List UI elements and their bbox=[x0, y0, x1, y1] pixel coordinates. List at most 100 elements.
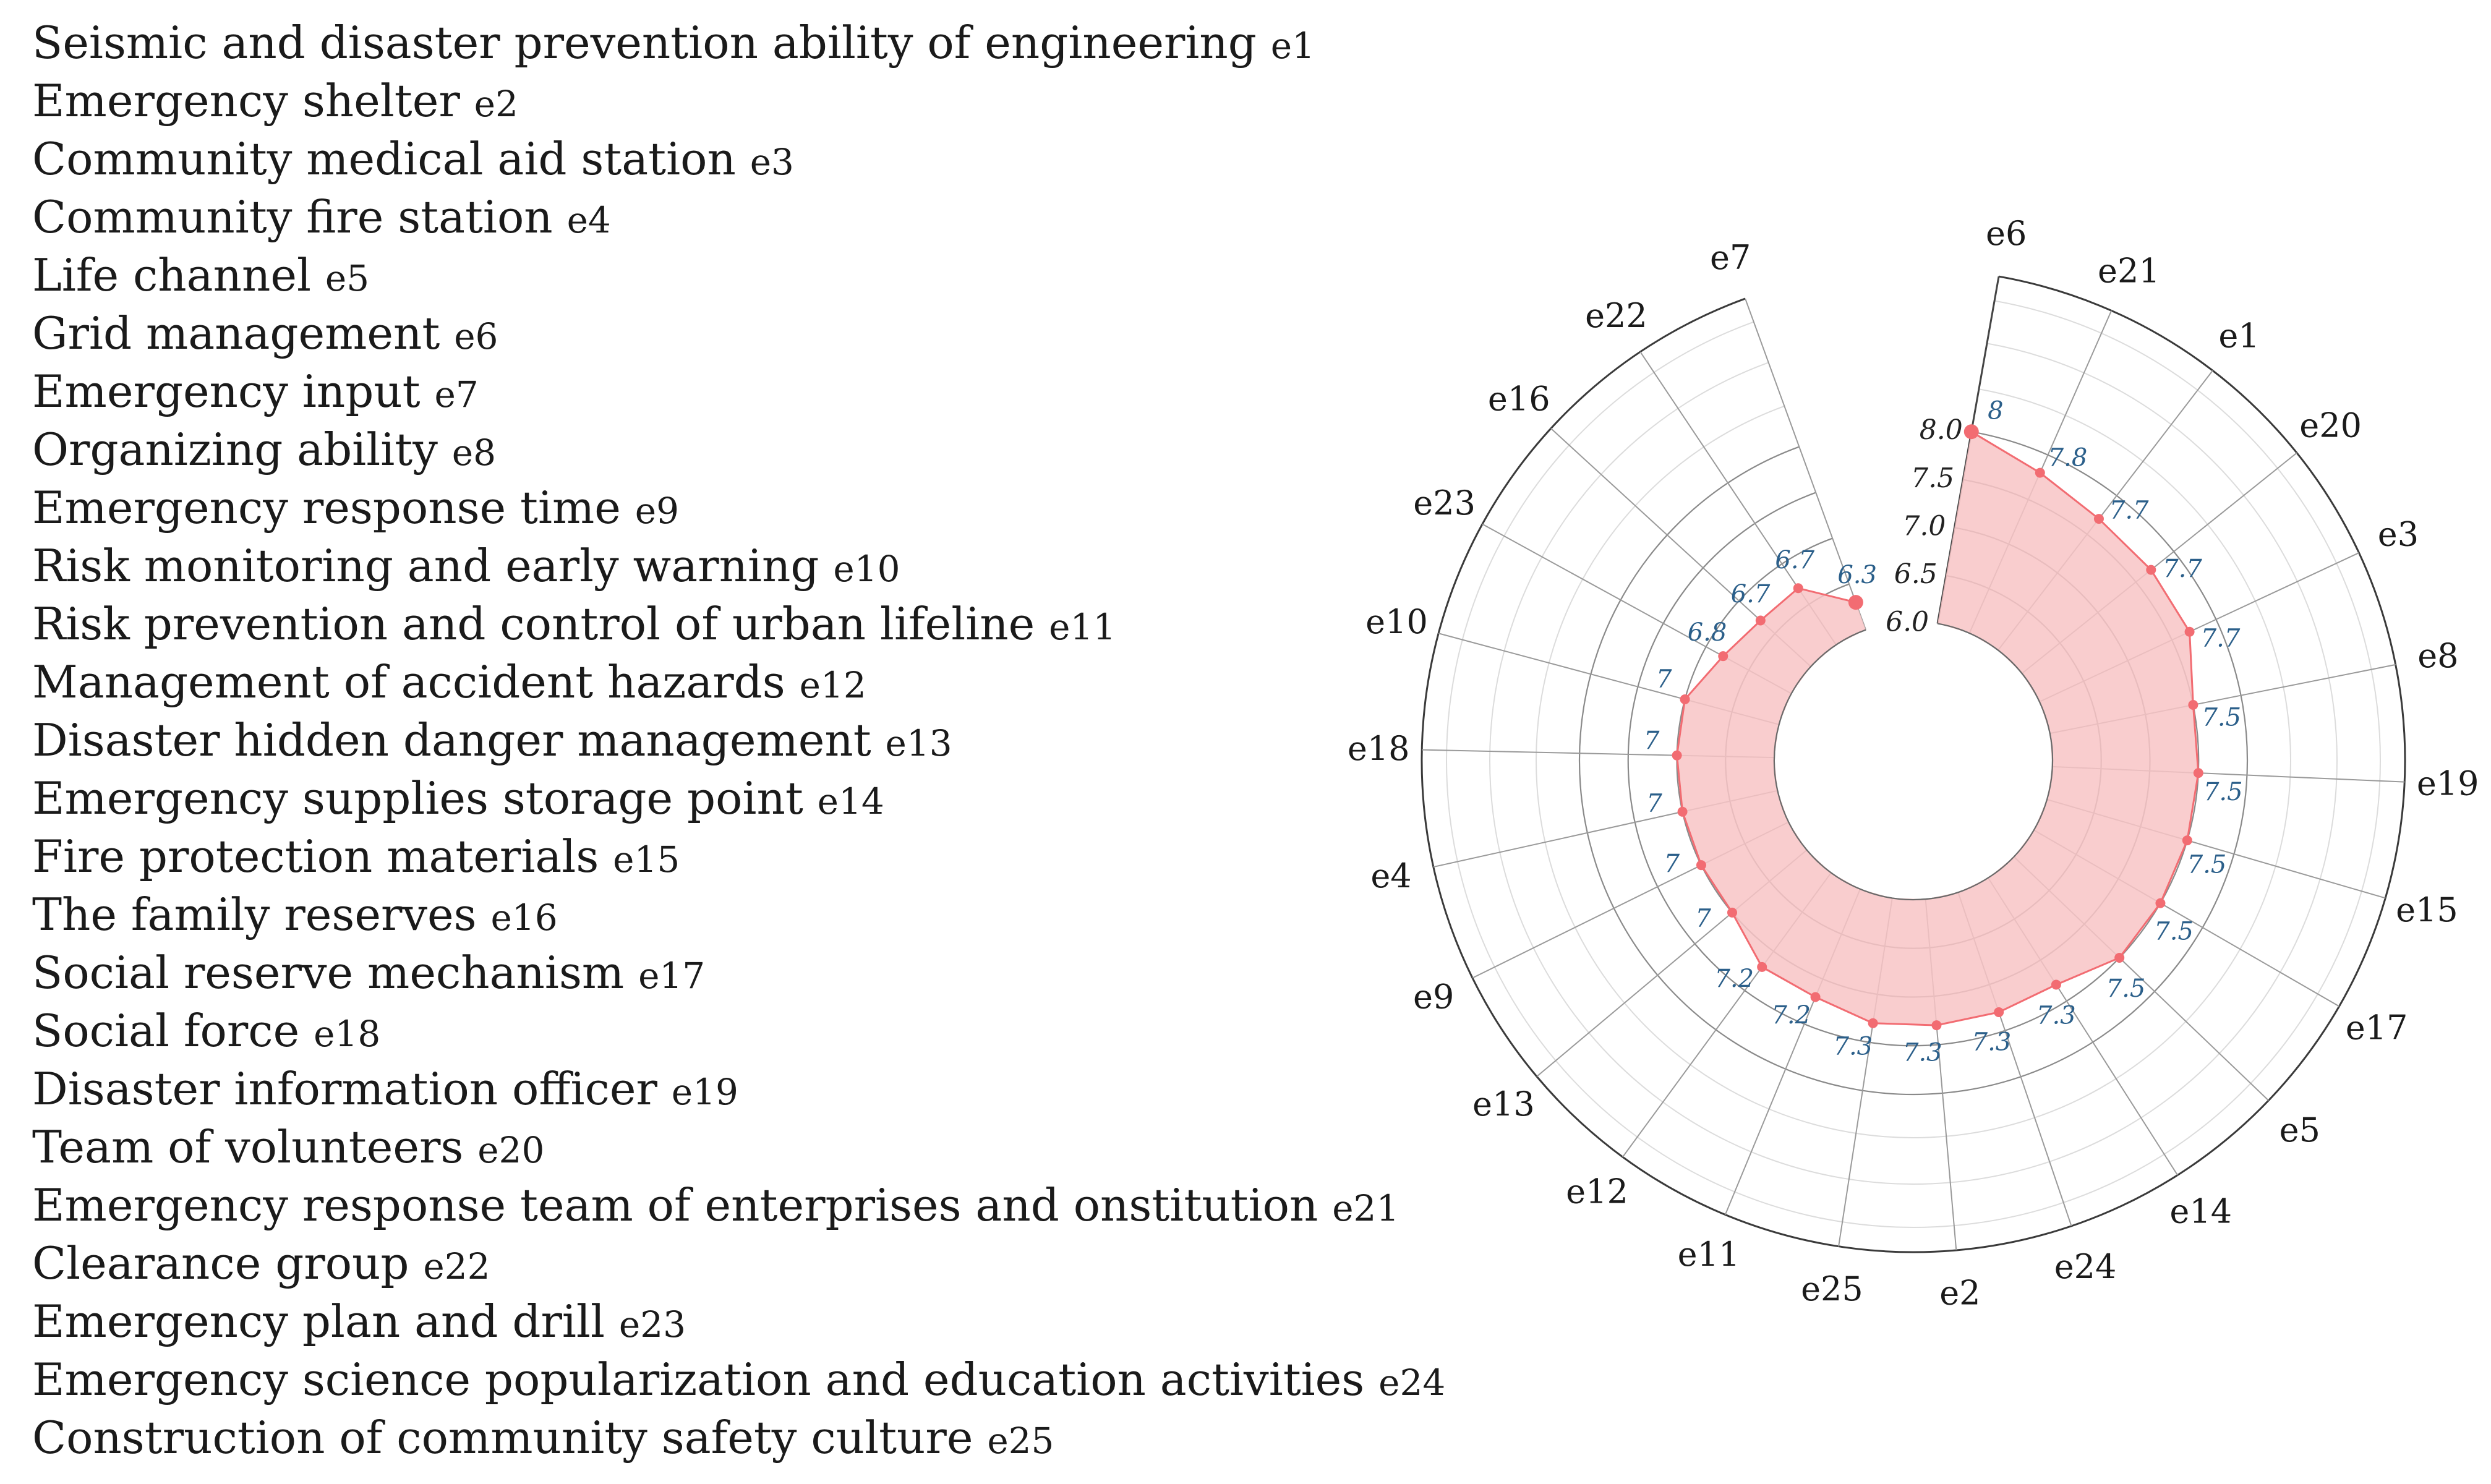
radial-tick-label: 8.0 bbox=[1920, 414, 1963, 446]
legend-item-code: e16 bbox=[490, 897, 558, 939]
legend-item-text: Community fire station bbox=[32, 191, 553, 243]
value-label: 7.7 bbox=[2163, 555, 2202, 583]
value-label: 7.2 bbox=[1771, 1001, 1811, 1030]
value-label: 7.3 bbox=[1834, 1033, 1873, 1061]
data-point bbox=[1793, 583, 1803, 594]
legend-item: Emergency input e7 bbox=[32, 362, 1445, 420]
value-label: 6.8 bbox=[1688, 618, 1727, 647]
legend-item-code: e2 bbox=[474, 83, 518, 125]
legend-item: Disaster information officer e19 bbox=[32, 1060, 1445, 1118]
value-label: 7 bbox=[1664, 850, 1680, 878]
value-label: 6.7 bbox=[1775, 546, 1814, 574]
category-label: e17 bbox=[2346, 1009, 2408, 1047]
legend-item-code: e20 bbox=[477, 1129, 545, 1171]
data-point bbox=[2184, 626, 2195, 637]
data-point bbox=[2193, 768, 2203, 778]
legend-item: Emergency response time e9 bbox=[32, 479, 1445, 537]
value-label: 7.5 bbox=[2202, 704, 2241, 732]
legend-item-text: Emergency supplies storage point bbox=[32, 772, 803, 824]
category-label: e21 bbox=[2098, 251, 2160, 290]
legend-item-text: Risk monitoring and early warning bbox=[32, 540, 819, 592]
category-label: e7 bbox=[1710, 238, 1751, 277]
value-label: 7.5 bbox=[2106, 974, 2146, 1003]
legend-item-code: e6 bbox=[454, 315, 498, 357]
data-point bbox=[1672, 750, 1682, 761]
legend-item: Risk prevention and control of urban lif… bbox=[32, 595, 1445, 653]
legend-item-code: e18 bbox=[314, 1013, 381, 1055]
data-point bbox=[1755, 615, 1766, 626]
data-point bbox=[2093, 514, 2104, 524]
category-label: e15 bbox=[2396, 890, 2458, 929]
legend-item-code: e9 bbox=[634, 490, 680, 532]
value-label: 7.7 bbox=[2109, 497, 2149, 525]
legend-item-text: Social force bbox=[32, 1005, 300, 1057]
legend-item: Life channel e5 bbox=[32, 246, 1445, 304]
data-point bbox=[1727, 907, 1737, 918]
value-label: 7 bbox=[1695, 904, 1711, 932]
data-point bbox=[1718, 651, 1728, 662]
category-label: e10 bbox=[1365, 602, 1428, 641]
legend-item: Emergency science popularization and edu… bbox=[32, 1350, 1445, 1409]
legend-item: Disaster hidden danger management e13 bbox=[32, 711, 1445, 769]
legend-item-code: e3 bbox=[750, 141, 794, 183]
legend-item: The family reserves e16 bbox=[32, 885, 1445, 944]
data-point bbox=[2051, 979, 2061, 990]
data-point bbox=[2182, 835, 2192, 846]
category-label: e4 bbox=[1370, 856, 1411, 895]
legend-item-code: e7 bbox=[434, 373, 479, 416]
legend-item: Management of accident hazards e12 bbox=[32, 653, 1445, 711]
legend-item-text: Organizing ability bbox=[32, 424, 438, 475]
legend-item-code: e15 bbox=[613, 838, 680, 881]
legend-item: Emergency supplies storage point e14 bbox=[32, 769, 1445, 827]
legend-item-code: e11 bbox=[1049, 606, 1116, 648]
value-label: 7.5 bbox=[2154, 918, 2194, 946]
data-point bbox=[2035, 467, 2045, 478]
category-label: e8 bbox=[2417, 636, 2458, 675]
radial-tick-label: 7.0 bbox=[1902, 510, 1946, 542]
data-point bbox=[1963, 424, 1979, 440]
legend-item-text: Clearance group bbox=[32, 1237, 409, 1289]
legend-item-code: e17 bbox=[638, 955, 706, 997]
category-label: e6 bbox=[1986, 214, 2027, 253]
value-label: 7.3 bbox=[2036, 1001, 2076, 1030]
radial-tick-label: 6.0 bbox=[1886, 606, 1929, 638]
legend-item-code: e14 bbox=[817, 780, 884, 822]
legend-item-text: Life channel bbox=[32, 249, 311, 301]
category-label: e13 bbox=[1472, 1085, 1535, 1124]
legend-item: Emergency shelter e2 bbox=[32, 72, 1445, 130]
category-label: e20 bbox=[2299, 406, 2362, 445]
category-label: e22 bbox=[1585, 296, 1647, 335]
data-point bbox=[2114, 952, 2125, 963]
legend-item-code: e1 bbox=[1270, 25, 1315, 67]
legend-item: Organizing ability e8 bbox=[32, 420, 1445, 479]
legend-item-code: e13 bbox=[885, 722, 952, 764]
category-label: e2 bbox=[1939, 1274, 1980, 1313]
data-point bbox=[2188, 700, 2198, 710]
radar-chart-svg: 8 7.8 7.7 7.7 7.7 7.5 7.5 7.5 7.5 7.5 7.3 7.3 7.3 7.3… bbox=[1348, 214, 2479, 1313]
category-label: e12 bbox=[1566, 1172, 1628, 1211]
legend-item-text: Emergency shelter bbox=[32, 75, 460, 127]
radial-tick-label: 7.5 bbox=[1911, 463, 1954, 494]
legend-item-text: Construction of community safety culture bbox=[32, 1412, 973, 1464]
category-label: e14 bbox=[2169, 1192, 2232, 1231]
legend-item-text: Disaster information officer bbox=[32, 1063, 657, 1115]
value-label: 7.3 bbox=[1903, 1039, 1942, 1067]
data-point bbox=[1868, 1018, 1878, 1028]
inner-ring bbox=[1773, 623, 2054, 901]
value-label: 6.7 bbox=[1731, 580, 1771, 608]
legend-item-code: e25 bbox=[987, 1420, 1054, 1462]
legend-item-code: e4 bbox=[566, 199, 611, 241]
legend-item-text: Disaster hidden danger management bbox=[32, 714, 871, 766]
legend-item-text: Emergency response team of enterprises a… bbox=[32, 1179, 1318, 1231]
outer-ring bbox=[1421, 275, 2406, 1253]
legend-item-code: e8 bbox=[451, 432, 496, 474]
category-label: e23 bbox=[1413, 484, 1476, 522]
legend-item-text: Social reserve mechanism bbox=[32, 947, 625, 999]
legend-item: Community fire station e4 bbox=[32, 188, 1445, 246]
category-label: e16 bbox=[1488, 380, 1550, 419]
legend-item: Emergency plan and drill e23 bbox=[32, 1292, 1445, 1350]
legend-item: Risk monitoring and early warning e10 bbox=[32, 537, 1445, 595]
value-label: 7.7 bbox=[2201, 624, 2241, 652]
data-point bbox=[2155, 898, 2166, 908]
category-label: e25 bbox=[1801, 1269, 1863, 1308]
